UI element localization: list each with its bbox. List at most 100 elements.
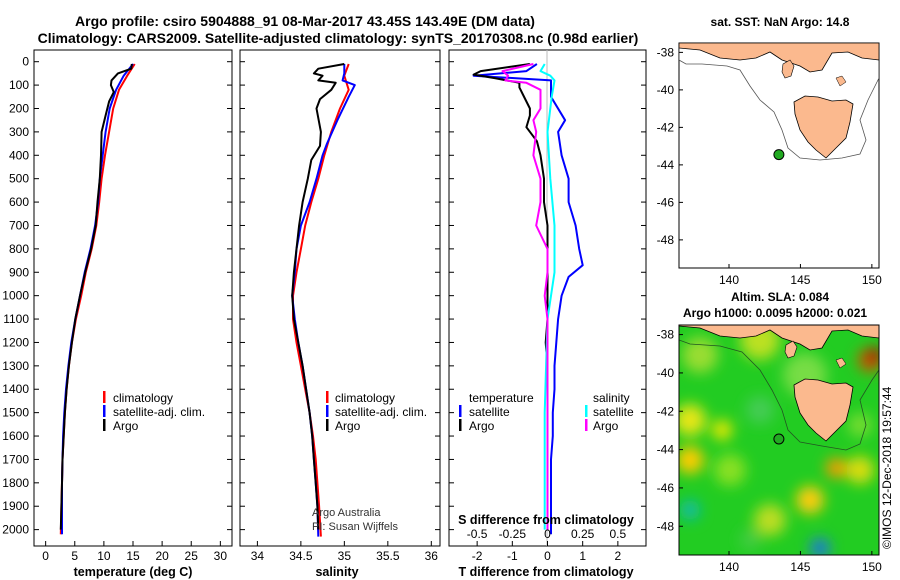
lat-tick-label: -42 (657, 120, 675, 134)
sst-map: sat. SST: NaN Argo: 14.8 -38 -40 -42 -44 -46… (657, 15, 883, 287)
sla-map-title-line-1: Altim. SLA: 0.084 (731, 290, 829, 304)
difference-legend: temperature satellite Argo salinity sate… (459, 391, 634, 433)
legend-label-satellite: satellite-adj. clim. (335, 405, 427, 419)
sst-map-title: sat. SST: NaN Argo: 14.8 (711, 15, 850, 29)
figure-title-line-1: Argo profile: csiro 5904888_91 08-Mar-20… (75, 13, 535, 29)
sla-lat-ticks: -38 -40 -42 -44 -46 -48 (657, 328, 683, 533)
secondary-tick-label: 0.5 (610, 527, 627, 541)
lon-tick-label: 150 (862, 273, 882, 287)
sla-map-frame (678, 324, 880, 556)
legend-label-argo-sal: Argo (593, 419, 619, 433)
legend-swatch-argo-sal (585, 419, 588, 431)
depth-axis-ticks: 0 100 200 300 400 500 600 700 800 900 1000 1100 1200… (2, 55, 29, 537)
salinity-difference-ticks: -0.5 -0.25 0 0.25 0.5 (467, 527, 627, 541)
lat-tick-label: -40 (657, 366, 675, 380)
legend-title-salinity: salinity (593, 391, 630, 405)
series-line-argo (291, 63, 345, 530)
x-tick-label: 30 (214, 549, 228, 563)
x-tick-label: 35.5 (376, 549, 400, 563)
depth-tick-label: 1300 (2, 359, 29, 373)
lat-tick-label: -42 (657, 404, 675, 418)
difference-x-ticks: -2 -1 0 1 2 (472, 541, 622, 563)
temperature-difference-label: T difference from climatology (458, 565, 633, 579)
depth-tick-label: 700 (9, 218, 29, 232)
temperature-panel: 0100200300400500600700800900100011001200… (2, 49, 233, 579)
depth-tick-label: 1000 (2, 289, 29, 303)
depth-tick-label: 1500 (2, 406, 29, 420)
depth-tick-label: 900 (9, 265, 29, 279)
x-tick-label: 36 (425, 549, 439, 563)
lon-tick-label: 145 (790, 560, 810, 574)
depth-tick-label: 1900 (2, 499, 29, 513)
legend-swatch-argo (326, 419, 329, 431)
x-tick-label: 1 (579, 549, 586, 563)
x-tick-label: 34 (251, 549, 265, 563)
legend-label-argo: Argo (335, 419, 361, 433)
lat-tick-label: -44 (657, 443, 675, 457)
lat-tick-label: -48 (657, 519, 675, 533)
series-line-argo (59, 63, 133, 530)
salinity-difference-label: S difference from climatology (458, 513, 634, 527)
lat-tick-label: -38 (657, 328, 675, 342)
sla-map: Altim. SLA: 0.084 Argo h1000: 0.0095 h20… (657, 290, 883, 574)
difference-panel: -2 -1 0 1 2 -0.5 -0.25 0 0.25 0.5 S difference f… (448, 49, 647, 579)
sla-tasmania (793, 378, 854, 442)
temperature-series (34, 61, 232, 535)
x-tick-label: 0 (544, 549, 551, 563)
legend-swatch-satellite (326, 405, 329, 417)
sla-king-island (784, 340, 798, 359)
legend-label-satellite: satellite-adj. clim. (113, 405, 205, 419)
credit-line-2: PI: Susan Wijffels (312, 521, 398, 533)
legend-label-argo: Argo (113, 419, 139, 433)
temperature-legend: climatology satellite-adj. clim. Argo (103, 391, 205, 433)
x-tick-label: 34.5 (289, 549, 313, 563)
legend-swatch-sat-sal (585, 405, 588, 417)
x-tick-label: 20 (155, 549, 169, 563)
depth-tick-label: 1600 (2, 429, 29, 443)
depth-tick-label: 1700 (2, 452, 29, 466)
depth-tick-label: 100 (9, 78, 29, 92)
sla-flinders-island (835, 357, 847, 369)
sst-map-geography (679, 43, 879, 161)
figure-title-line-2: Climatology: CARS2009. Satellite-adjuste… (38, 30, 639, 46)
tasmania (793, 95, 854, 159)
secondary-tick-label: 0 (544, 527, 551, 541)
legend-label-argo-temp: Argo (469, 419, 495, 433)
depth-tick-label: 400 (9, 148, 29, 162)
salinity-series (240, 61, 440, 537)
legend-label-sat-sal: satellite (593, 405, 634, 419)
difference-series (449, 61, 646, 535)
temperature-axis-label: temperature (deg C) (74, 565, 193, 579)
depth-tick-label: 800 (9, 242, 29, 256)
secondary-tick-label: 0.25 (571, 527, 595, 541)
sla-field (679, 325, 879, 555)
secondary-tick-label: -0.5 (467, 527, 488, 541)
secondary-tick-label: -0.25 (499, 527, 527, 541)
x-tick-label: 10 (97, 549, 111, 563)
lat-tick-label: -38 (657, 45, 675, 59)
x-tick-label: 35 (338, 549, 352, 563)
lat-tick-label: -40 (657, 83, 675, 97)
salinity-legend: climatology satellite-adj. clim. Argo (326, 391, 427, 433)
legend-swatch-argo (103, 419, 106, 431)
lat-tick-label: -46 (657, 195, 675, 209)
depth-tick-label: 1800 (2, 476, 29, 490)
argo-float-marker (773, 149, 785, 161)
x-tick-label: 15 (126, 549, 140, 563)
x-tick-label: 0 (42, 549, 49, 563)
legend-swatch-satellite (103, 405, 106, 417)
x-tick-label: 5 (71, 549, 78, 563)
depth-tick-label: 300 (9, 125, 29, 139)
legend-label-climatology: climatology (335, 391, 395, 405)
argo-float-marker-sla (773, 433, 785, 445)
legend-swatch-climatology (103, 391, 106, 403)
lat-tick-label: -48 (657, 233, 675, 247)
depth-tick-label: 2000 (2, 523, 29, 537)
lat-tick-label: -46 (657, 481, 675, 495)
legend-title-temperature: temperature (469, 391, 534, 405)
depth-tick-label: 200 (9, 101, 29, 115)
x-tick-label: 2 (615, 549, 622, 563)
flinders-island (835, 75, 847, 87)
legend-swatch-sat-temp (459, 405, 462, 417)
